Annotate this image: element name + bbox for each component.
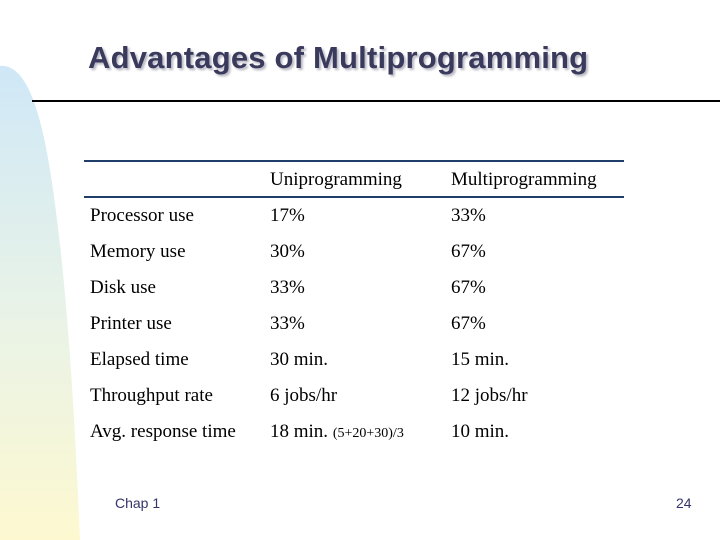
header-multiprogramming: Multiprogramming	[451, 169, 597, 190]
uni-value: 30 min.	[270, 349, 329, 370]
uni-value: 33%	[270, 277, 305, 298]
uni-value: 18 min.	[270, 421, 329, 442]
multi-value: 67%	[451, 277, 486, 298]
slide-title: Advantages of Multiprogramming	[88, 40, 589, 75]
row-label: Avg. response time	[90, 421, 236, 442]
row-label: Memory use	[90, 241, 186, 262]
multi-value: 12 jobs/hr	[451, 385, 528, 406]
row-label: Elapsed time	[90, 349, 189, 370]
multi-value: 67%	[451, 313, 486, 334]
uni-value: 30%	[270, 241, 305, 262]
multi-value: 15 min.	[451, 349, 510, 370]
multi-value: 33%	[451, 205, 486, 226]
multi-value: 67%	[451, 241, 486, 262]
header-uniprogramming: Uniprogramming	[270, 169, 402, 190]
footer-chapter: Chap 1	[115, 495, 161, 511]
table-top-rule	[84, 160, 624, 162]
row-label: Disk use	[90, 277, 156, 298]
calculation-note: (5+20+30)/3	[332, 426, 404, 441]
row-label: Processor use	[90, 205, 194, 226]
row-label: Printer use	[90, 313, 172, 334]
row-label: Throughput rate	[90, 385, 213, 406]
uni-value: 33%	[270, 313, 305, 334]
page-number: 24	[676, 495, 692, 511]
uni-value-cell: 18 min. (5+20+30)/3	[270, 421, 404, 445]
table-header-rule	[84, 196, 624, 198]
uni-value: 17%	[270, 205, 305, 226]
multi-value: 10 min.	[451, 421, 510, 442]
title-divider	[32, 100, 720, 102]
uni-value: 6 jobs/hr	[270, 385, 338, 406]
